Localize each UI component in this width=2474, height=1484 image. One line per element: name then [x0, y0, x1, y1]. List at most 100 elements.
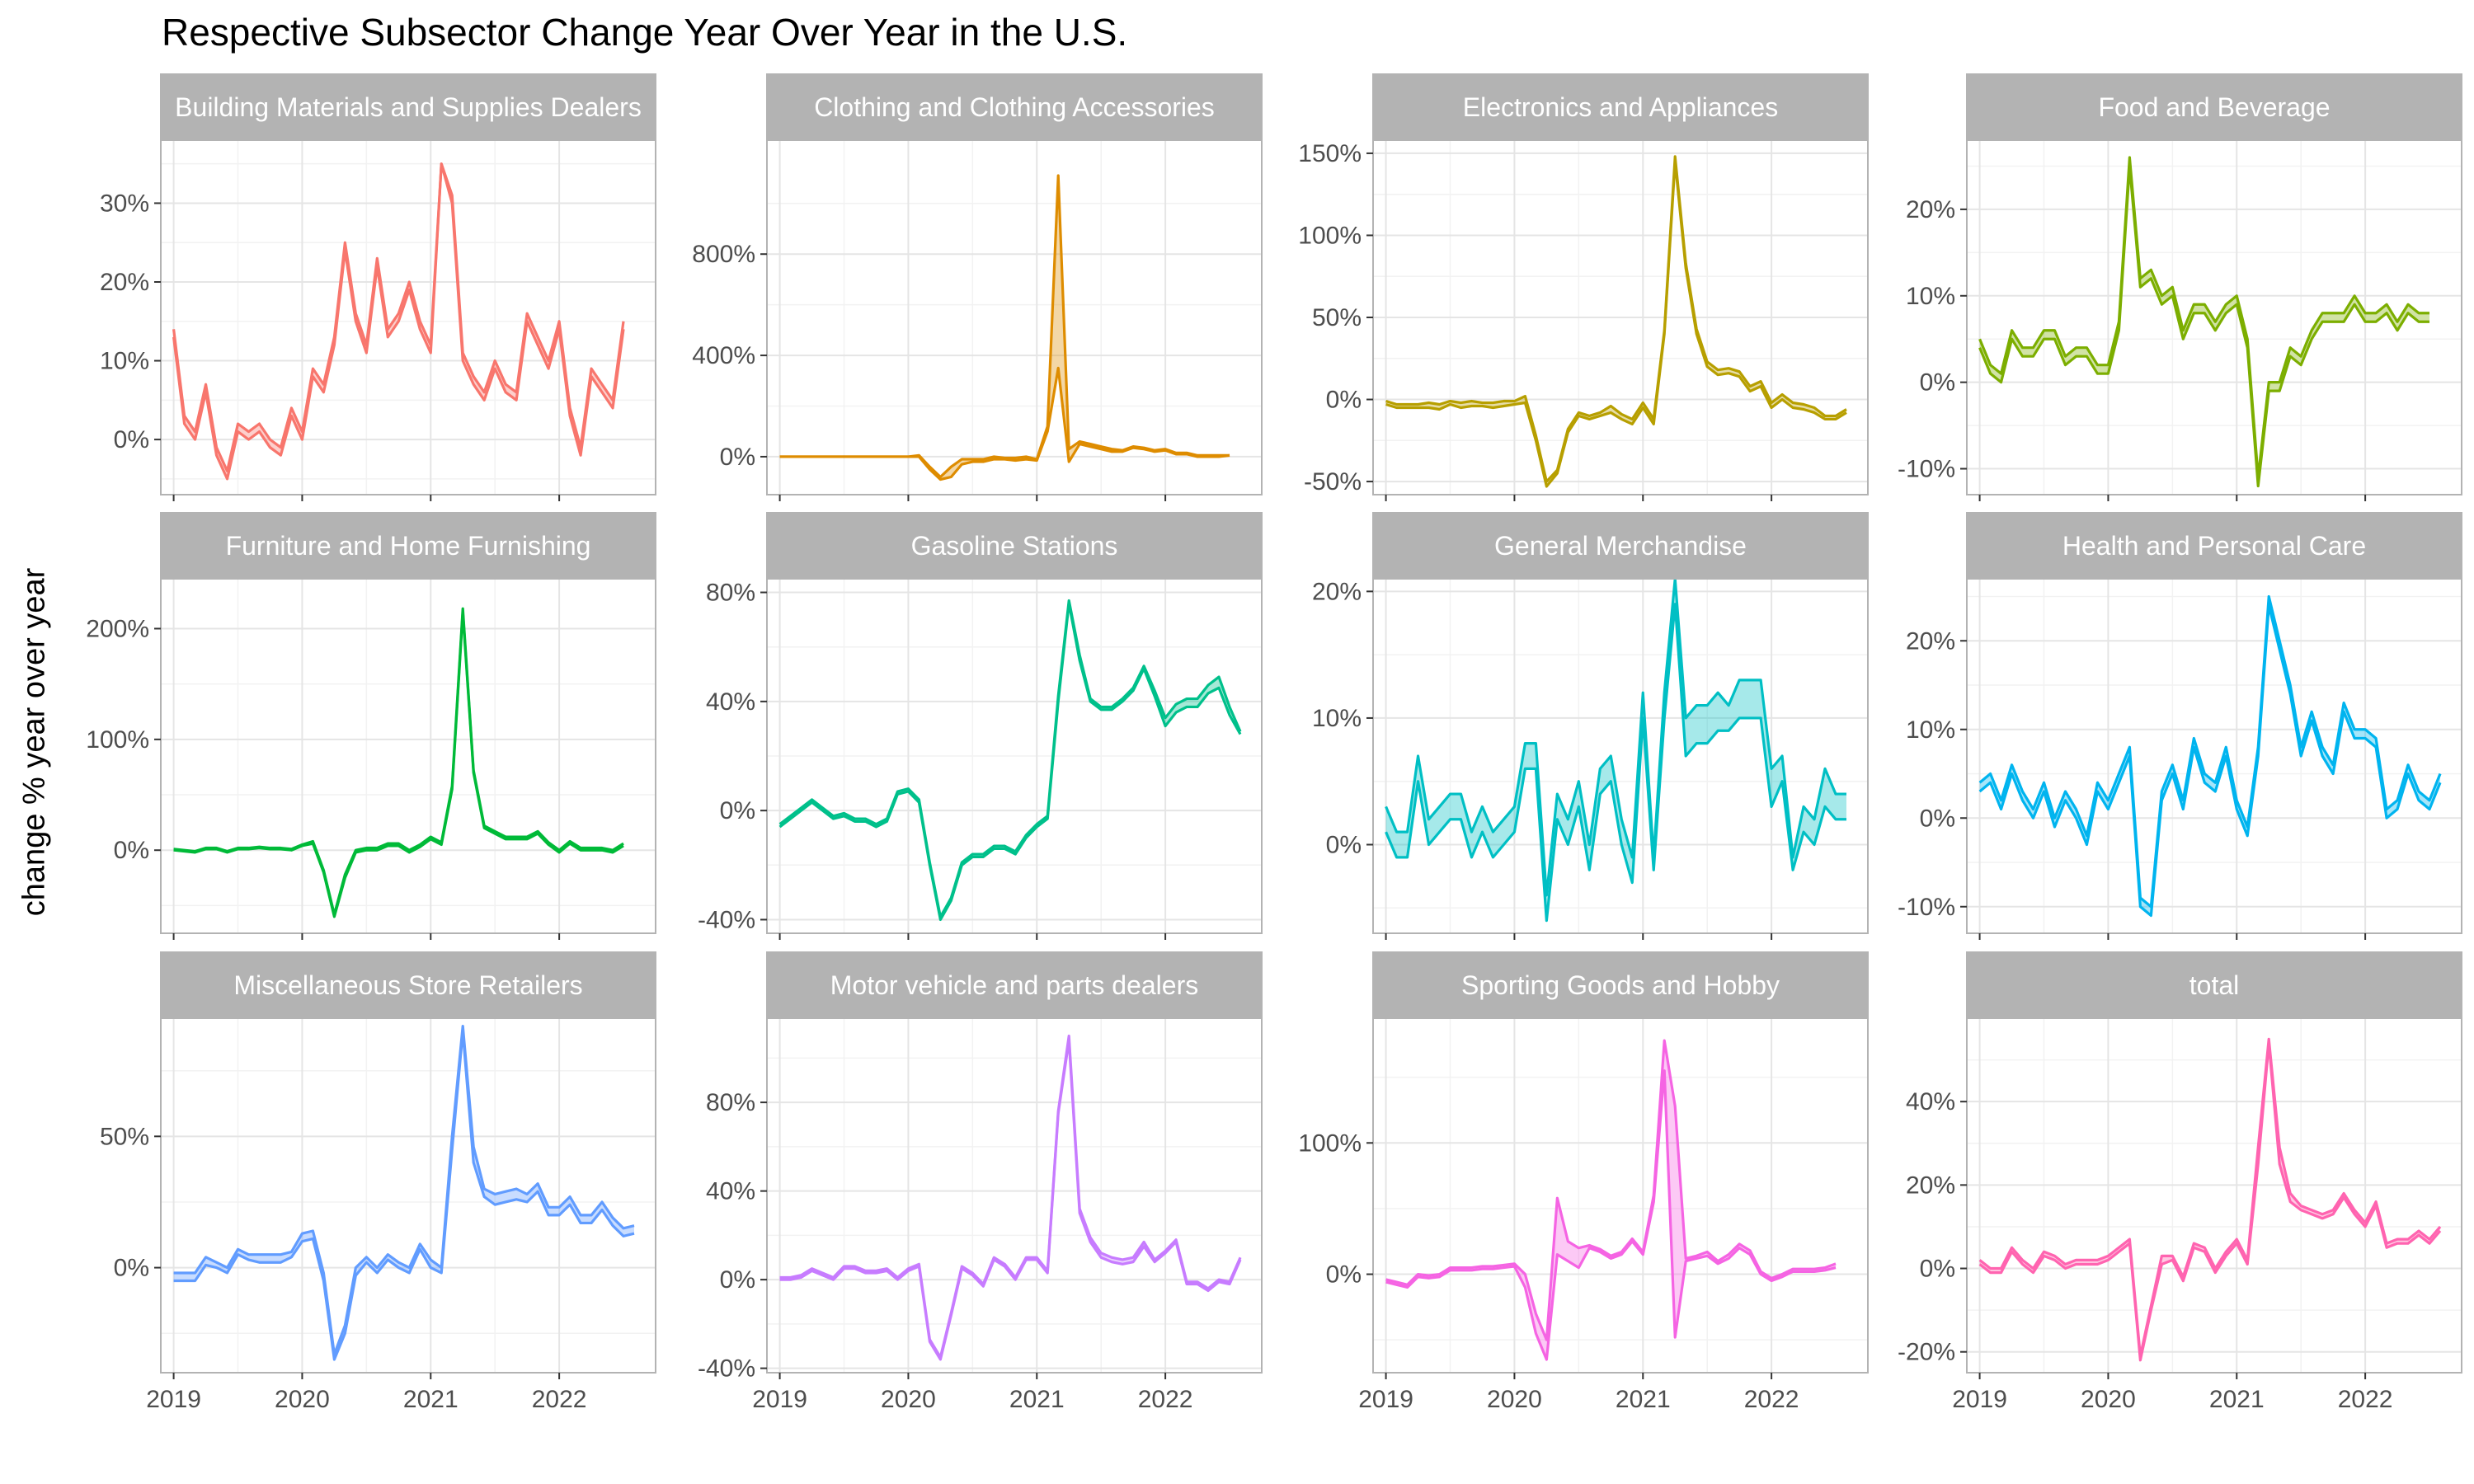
- x-tick-label: 2020: [1487, 1386, 1542, 1413]
- strip-label: Health and Personal Care: [2062, 531, 2366, 561]
- y-tick-label: 40%: [706, 688, 755, 716]
- strip-background: [160, 73, 656, 141]
- strip-background: [1372, 951, 1869, 1019]
- x-tick-label: 2021: [403, 1386, 459, 1413]
- panel-background: [767, 1018, 1262, 1373]
- y-tick-label: 0%: [720, 444, 755, 471]
- y-tick-label: 80%: [706, 580, 755, 607]
- x-tick-label: 2020: [881, 1386, 936, 1413]
- y-tick-label: -20%: [1898, 1339, 1955, 1366]
- x-tick-label: 2019: [1358, 1386, 1413, 1413]
- y-tick-label: -40%: [698, 1355, 755, 1383]
- facet-10: Motor vehicle and parts dealers -40% 0% 40%…: [698, 951, 1263, 1413]
- facet-4: Food and Beverage -10% 0% 10% 20%: [1898, 73, 2462, 501]
- facet-7: General Merchandise 0% 10% 20%: [1312, 512, 1869, 940]
- strip-label: Sporting Goods and Hobby: [1461, 970, 1780, 1000]
- series-line-lower: [778, 602, 1242, 922]
- y-tick-label: 10%: [1906, 283, 1955, 310]
- panel-background: [161, 579, 656, 933]
- strip-label: Gasoline Stations: [911, 531, 1118, 561]
- facet-2: Clothing and Clothing Accessories 0% 400% 8…: [692, 73, 1263, 501]
- panel-background: [1373, 579, 1868, 933]
- series-line-upper: [1978, 1037, 2442, 1358]
- x-tick-label: 2019: [752, 1386, 807, 1413]
- y-tick-label: 100%: [1298, 222, 1362, 249]
- strip-background: [1966, 512, 2462, 580]
- strip-label: Motor vehicle and parts dealers: [830, 970, 1198, 1000]
- series-line-upper: [1978, 156, 2430, 479]
- strip-background: [160, 951, 656, 1019]
- strip-background: [160, 512, 656, 580]
- facet-9: Miscellaneous Store Retailers 0% 50% 2019 20…: [100, 951, 656, 1413]
- series-line-lower: [1978, 164, 2430, 488]
- series-line-upper: [1385, 1039, 1837, 1341]
- series-line-lower: [1978, 1041, 2442, 1362]
- x-tick-label: 2022: [2338, 1386, 2393, 1413]
- series-band: [1385, 579, 1847, 921]
- x-tick-label: 2021: [1009, 1386, 1065, 1413]
- facet-5: Furniture and Home Furnishing 0% 100% 200%: [86, 512, 656, 940]
- y-tick-label: 0%: [720, 1266, 755, 1294]
- y-tick-label: 150%: [1298, 140, 1362, 167]
- x-tick-label: 2022: [532, 1386, 587, 1413]
- series-line-lower: [172, 162, 625, 481]
- series-line-upper: [1385, 579, 1846, 897]
- panel-background: [1967, 579, 2462, 933]
- y-tick-label: 0%: [114, 837, 149, 864]
- strip-label: total: [2189, 970, 2239, 1000]
- y-tick-label: 0%: [114, 426, 149, 453]
- x-tick-label: 2022: [1744, 1386, 1799, 1413]
- y-tick-label: 80%: [706, 1089, 755, 1116]
- facet-11: Sporting Goods and Hobby 0% 100% 2019 2020 20…: [1298, 951, 1869, 1413]
- x-tick-label: 2019: [146, 1386, 201, 1413]
- x-tick-label: 2019: [1952, 1386, 2007, 1413]
- facet-1: Building Materials and Supplies Dealers 0…: [100, 73, 656, 501]
- y-tick-label: 10%: [1312, 705, 1362, 732]
- x-tick-label: 2021: [2209, 1386, 2265, 1413]
- y-tick-label: 100%: [86, 726, 149, 754]
- y-tick-label: 10%: [1906, 716, 1955, 744]
- series-line-lower: [1978, 603, 2442, 918]
- series-line-lower: [173, 1030, 635, 1361]
- y-tick-label: 30%: [100, 190, 149, 217]
- panel-background: [161, 1018, 656, 1373]
- strip-background: [1372, 512, 1869, 580]
- facet-3: Electronics and Appliances -50% 0% 50% 100% 1…: [1298, 73, 1869, 501]
- y-tick-label: 40%: [706, 1178, 755, 1205]
- x-tick-label: 2021: [1616, 1386, 1671, 1413]
- y-tick-label: 10%: [100, 348, 149, 375]
- strip-background: [766, 73, 1263, 141]
- series-band: [1385, 156, 1847, 487]
- strip-label: Food and Beverage: [2098, 92, 2330, 122]
- series-line-upper: [778, 599, 1242, 918]
- x-tick-label: 2022: [1138, 1386, 1193, 1413]
- y-tick-label: 0%: [720, 797, 755, 824]
- strip-label: General Merchandise: [1494, 531, 1747, 561]
- y-tick-label: 0%: [114, 1255, 149, 1282]
- y-tick-label: 40%: [1906, 1088, 1955, 1115]
- series-line-lower: [1385, 160, 1847, 488]
- strip-background: [1966, 951, 2462, 1019]
- y-tick-label: 20%: [100, 269, 149, 296]
- x-tick-label: 2020: [275, 1386, 330, 1413]
- series-line-lower: [1385, 603, 1846, 923]
- series-line-upper: [173, 607, 624, 916]
- y-tick-label: 0%: [1326, 387, 1362, 414]
- series-line-upper: [173, 1024, 635, 1356]
- y-tick-label: 100%: [1298, 1129, 1362, 1157]
- y-tick-label: 0%: [1326, 832, 1362, 859]
- strip-background: [1966, 73, 2462, 141]
- strip-label: Electronics and Appliances: [1463, 92, 1778, 122]
- series-line-upper: [1385, 155, 1847, 483]
- y-tick-label: 50%: [100, 1123, 149, 1150]
- y-tick-label: 0%: [1920, 1256, 1955, 1283]
- y-tick-label: 20%: [1312, 578, 1362, 605]
- y-tick-label: -10%: [1898, 894, 1955, 921]
- panel-background: [1373, 1018, 1868, 1373]
- y-tick-label: 200%: [86, 615, 149, 642]
- strip-label: Clothing and Clothing Accessories: [814, 92, 1215, 122]
- facet-6: Gasoline Stations -40% 0% 40% 80%: [698, 512, 1263, 940]
- strip-background: [1372, 73, 1869, 141]
- series-line-lower: [779, 1039, 1242, 1361]
